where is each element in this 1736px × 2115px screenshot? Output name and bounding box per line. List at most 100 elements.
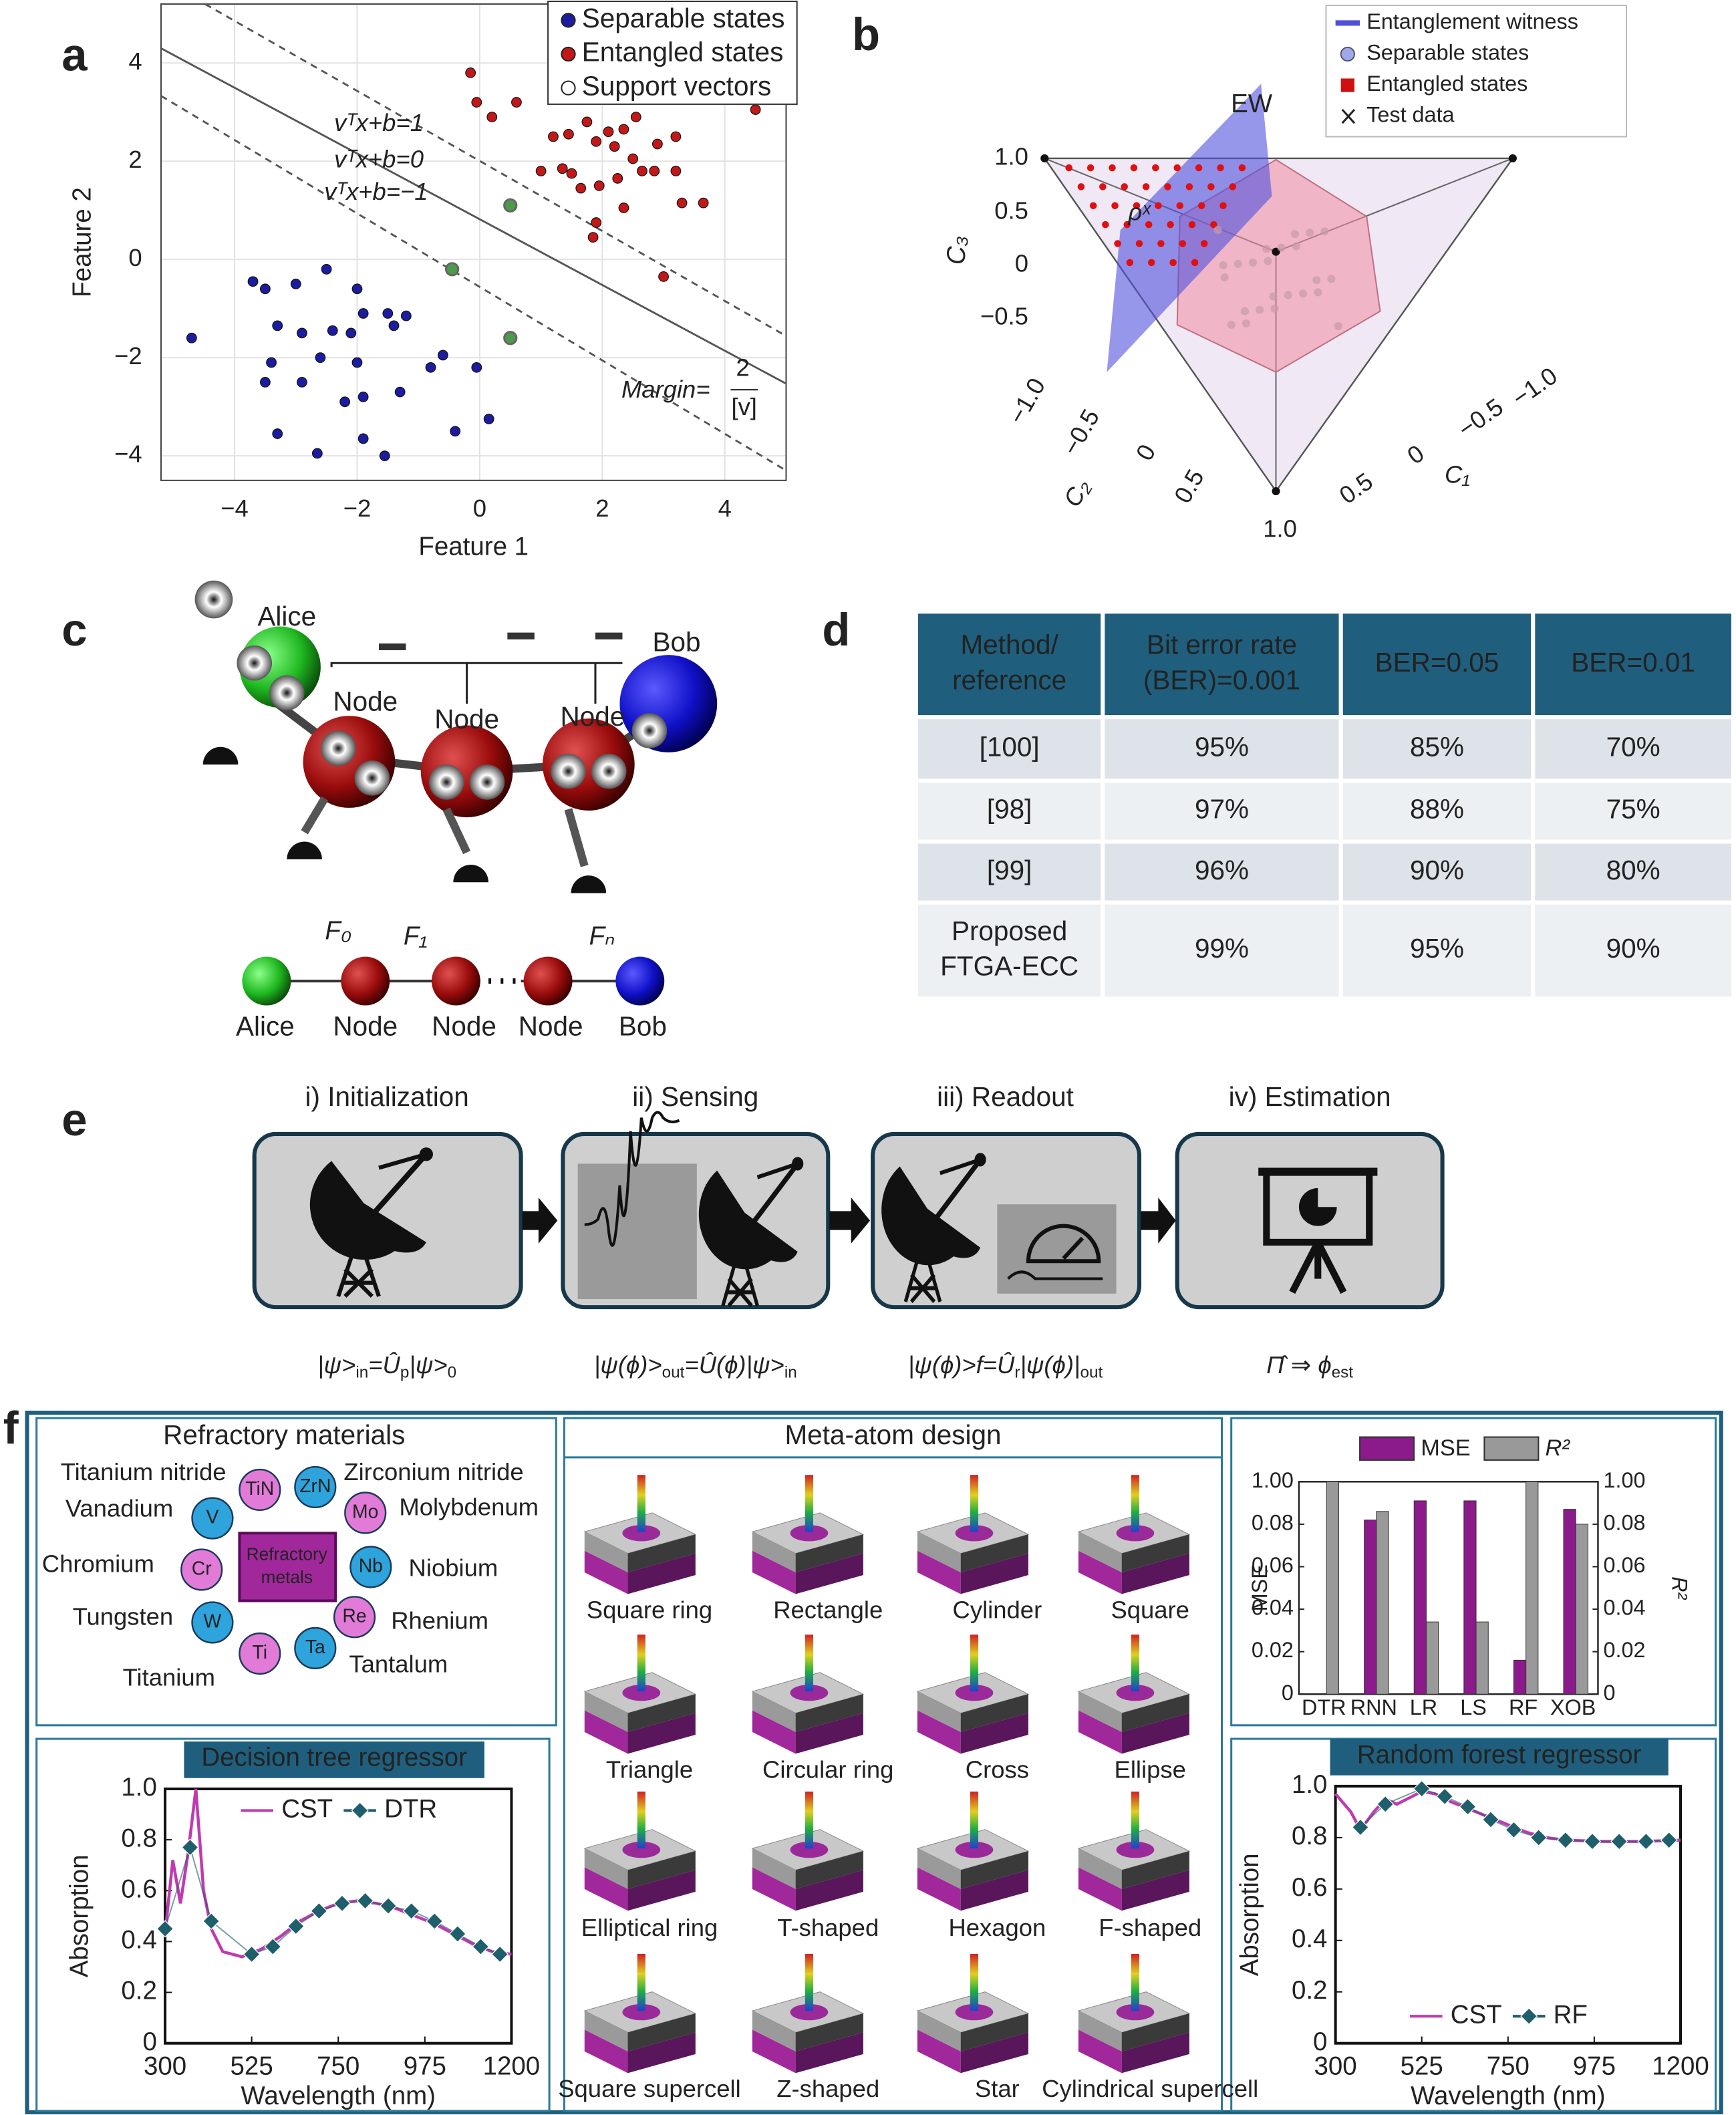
- cell-text: 85%: [1410, 732, 1464, 762]
- detector: [202, 746, 607, 893]
- panel-b-geometry: [1040, 5, 1627, 496]
- x-tick-label: 975: [1573, 2052, 1616, 2080]
- marker: [333, 1894, 351, 1913]
- formula: |ψ(ϕ)>out=Û(ϕ)|ψ>in: [594, 1351, 797, 1382]
- qubit: [320, 730, 356, 766]
- element-symbol: Mo: [352, 1501, 378, 1522]
- c1-tick-label: 0.5: [1334, 467, 1378, 509]
- witness-plane: [1107, 84, 1272, 372]
- marker: [380, 1897, 398, 1915]
- panel-c-network: [194, 580, 718, 1006]
- entangled-dot: [1191, 259, 1199, 267]
- x-tick-label: 0: [473, 495, 486, 522]
- cell-text: 88%: [1410, 794, 1464, 825]
- legend-label: MSE: [1421, 1435, 1471, 1461]
- x-tick-label: 975: [404, 2052, 446, 2080]
- cell: [1531, 900, 1735, 1001]
- meta-atom: [751, 1474, 864, 1595]
- header-cell: [913, 609, 1105, 720]
- marker: [264, 1937, 282, 1956]
- chart-title: Random forest regressor: [1357, 1741, 1642, 1770]
- panel-f-frames: [25, 1411, 1723, 2114]
- cell: [1531, 715, 1735, 783]
- legend-box: [1325, 5, 1627, 138]
- element-name: Niobium: [409, 1554, 498, 1582]
- panel-title: Refractory materials: [163, 1419, 405, 1450]
- element-name: Rhenium: [391, 1607, 488, 1635]
- point: [351, 357, 363, 368]
- element-circle: [239, 1632, 281, 1675]
- bar: [1425, 1621, 1439, 1695]
- entangled-dot: [1142, 183, 1150, 190]
- point: [591, 217, 602, 228]
- separable-dot: [1264, 257, 1272, 265]
- x-tick-label: 750: [317, 2052, 359, 2080]
- c1-tick-label: 0: [1402, 439, 1429, 469]
- point: [425, 362, 436, 373]
- annotation: vᵀx+b=0: [334, 146, 424, 173]
- legend-dot: [1340, 46, 1355, 62]
- legend-marker: [561, 13, 576, 28]
- c2-tick-label: −0.5: [1057, 404, 1105, 460]
- cell-text: 80%: [1606, 855, 1660, 885]
- point: [465, 67, 476, 78]
- title-box: [184, 1741, 484, 1778]
- formula-part: |ψ>: [409, 1351, 447, 1379]
- cell-text: 70%: [1606, 732, 1660, 762]
- separable-dot: [1306, 229, 1314, 237]
- x-tick-label: XOB: [1550, 1695, 1596, 1719]
- meta-atom: [916, 1634, 1029, 1755]
- legend-label: Entangled states: [1366, 72, 1528, 96]
- marker: [1481, 1810, 1499, 1828]
- y2-tick-label: 1.00: [1604, 1468, 1646, 1492]
- y2-tick-label: 0.04: [1604, 1596, 1646, 1620]
- point: [535, 166, 547, 176]
- cell-text: [100]: [980, 732, 1040, 762]
- entangled-dot: [1123, 221, 1131, 229]
- y-tick-label: 0.8: [121, 1824, 156, 1852]
- element-symbol: W: [204, 1610, 222, 1632]
- point: [321, 263, 332, 275]
- title-box: [1330, 1739, 1669, 1776]
- meta-atom: [1077, 1634, 1190, 1755]
- element-symbol: TiN: [245, 1478, 274, 1500]
- center-label: Refractory: [247, 1544, 328, 1564]
- point: [379, 450, 390, 462]
- separable-dot: [1249, 258, 1258, 267]
- bar: [1475, 1621, 1489, 1695]
- header-cell: [1531, 609, 1735, 720]
- panel-label: f: [3, 1403, 19, 1454]
- legend-label: DTR: [384, 1795, 437, 1824]
- plot-frame: [1298, 1481, 1599, 1695]
- marker: [1413, 1780, 1431, 1798]
- point: [548, 131, 559, 142]
- y-tick-label: 1.00: [1252, 1468, 1294, 1492]
- header-text: BER=0.05: [1375, 647, 1499, 678]
- subscript: p: [400, 1364, 410, 1382]
- marker: [1584, 1832, 1602, 1850]
- point: [676, 197, 688, 208]
- subscript: r: [1014, 1364, 1020, 1382]
- point: [345, 327, 357, 339]
- sub-frame: [35, 1417, 557, 1727]
- formula-part: |ψ>: [317, 1351, 355, 1379]
- entangled-dot: [1155, 202, 1162, 210]
- x-tick-label: −4: [221, 495, 249, 522]
- element-circle: [344, 1492, 387, 1534]
- point: [327, 325, 338, 336]
- node: [431, 956, 480, 1006]
- y-axis-label: Absorption: [65, 1854, 94, 1977]
- entangled-dot: [1167, 221, 1174, 229]
- point: [563, 128, 574, 140]
- z-axis-label: C₃: [942, 236, 971, 265]
- panel-e-pipeline: [252, 1111, 1445, 1310]
- shape-label: F-shaped: [1099, 1914, 1201, 1941]
- entangled-dot: [1164, 183, 1171, 190]
- panel-title: Meta-atom design: [784, 1419, 1001, 1450]
- separable-dot: [1314, 288, 1322, 297]
- center-box: [238, 1532, 337, 1602]
- cell-text: 90%: [1410, 855, 1464, 885]
- bar: [1413, 1500, 1427, 1695]
- y-axis-label: MSE: [1248, 1564, 1272, 1611]
- entangled-dot: [1145, 221, 1153, 229]
